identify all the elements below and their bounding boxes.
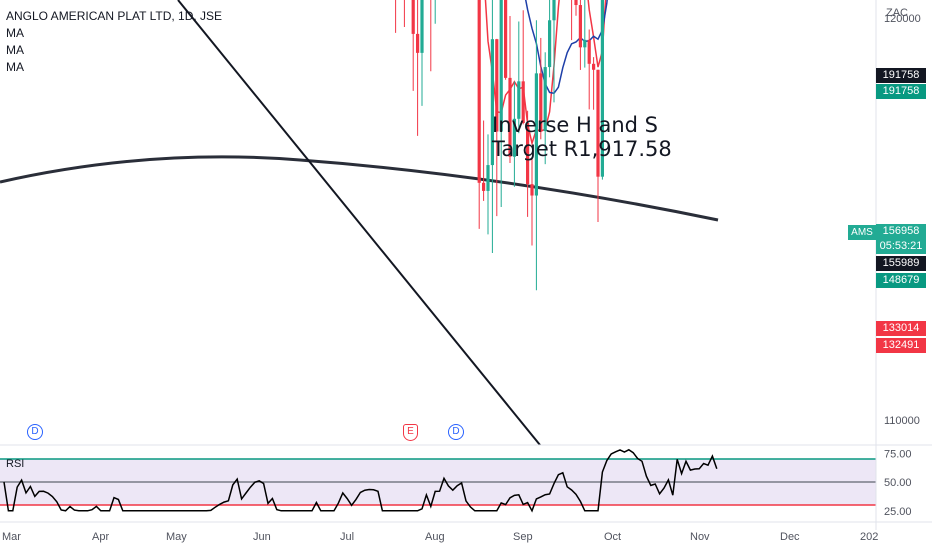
y-tick-label: 120000	[884, 13, 921, 25]
candle-body	[587, 39, 591, 64]
rsi-line	[3, 448, 718, 513]
candle-body	[482, 182, 486, 191]
candle-body	[530, 184, 534, 196]
ma-long-line	[0, 155, 719, 222]
candle-body	[486, 165, 490, 191]
candle-body	[600, 0, 604, 177]
ma-short-line	[484, 0, 607, 147]
candle-body	[512, 118, 516, 157]
candle-body	[490, 39, 494, 166]
candle-body	[526, 123, 530, 185]
x-tick-label: Sep	[513, 531, 533, 543]
candle-body	[596, 69, 600, 177]
earnings-marker[interactable]: E	[403, 424, 418, 441]
candle-body	[411, 0, 415, 34]
annotation-line-1: Inverse H and S	[492, 113, 659, 137]
candle-body	[521, 81, 525, 124]
candle-body	[420, 0, 424, 53]
neckline-badge: 155989	[876, 256, 926, 271]
symbol-badge: AMS	[848, 225, 876, 240]
candle-body	[416, 33, 420, 53]
x-tick-label: 202	[860, 531, 878, 543]
rsi-tick-label: 75.00	[884, 448, 912, 460]
x-tick-label: Jun	[253, 531, 271, 543]
candle-body	[495, 39, 499, 132]
candle-body	[548, 20, 552, 68]
candle-body	[592, 63, 596, 70]
currency-label: ZAC	[886, 7, 908, 19]
candle-body	[477, 0, 481, 183]
target-line-badge: 191758	[876, 84, 926, 99]
candle-body	[517, 81, 521, 119]
chart-legend: ANGLO AMERICAN PLAT LTD, 1D, JSE MA MA M…	[6, 8, 222, 76]
candle-body	[508, 77, 512, 157]
stop-line-badge: 133014	[876, 321, 926, 336]
downtrend-line	[177, 0, 541, 446]
x-tick-label: May	[166, 531, 187, 543]
current-price-badge: 156958 05:53:21	[876, 224, 926, 254]
candle-body	[574, 0, 578, 6]
stop-price-badge: 132491	[876, 338, 926, 353]
bar-countdown: 05:53:21	[879, 240, 923, 252]
candle-body	[539, 73, 543, 132]
rsi-tick-label: 25.00	[884, 506, 912, 518]
x-tick-label: Mar	[2, 531, 21, 543]
x-tick-label: Nov	[690, 531, 710, 543]
ma-mid-line	[524, 0, 608, 95]
pattern-annotation[interactable]: Inverse H and S Target R1,917.58	[492, 113, 672, 161]
candle-body	[499, 0, 503, 132]
candle-body	[534, 73, 538, 196]
ma-indicator-3[interactable]: MA	[6, 60, 24, 74]
ma-indicator-2[interactable]: MA	[6, 43, 24, 57]
annotation-line-2: Target R1,917.58	[492, 137, 672, 161]
x-tick-label: Dec	[780, 531, 800, 543]
symbol-title[interactable]: ANGLO AMERICAN PLAT LTD, 1D, JSE	[6, 9, 223, 23]
ma-value-badge: 148679	[876, 273, 926, 288]
x-tick-label: Jul	[340, 531, 354, 543]
current-price: 156958	[882, 225, 920, 237]
candle-body	[578, 5, 582, 48]
rsi-tick-label: 50.00	[884, 477, 912, 489]
target-price-badge: 191758	[876, 68, 926, 83]
x-tick-label: Oct	[604, 531, 621, 543]
y-tick-label: 110000	[884, 415, 920, 427]
candle-body	[504, 0, 508, 78]
dividend-marker-1[interactable]: D	[27, 424, 43, 440]
x-tick-label: Aug	[425, 531, 445, 543]
candle-body	[543, 67, 547, 132]
candle-body	[552, 0, 556, 21]
dividend-marker-2[interactable]: D	[448, 424, 464, 440]
ma-indicator-1[interactable]: MA	[6, 26, 24, 40]
rsi-label[interactable]: RSI	[6, 458, 25, 470]
candle-body	[583, 39, 587, 48]
x-tick-label: Apr	[92, 531, 109, 543]
